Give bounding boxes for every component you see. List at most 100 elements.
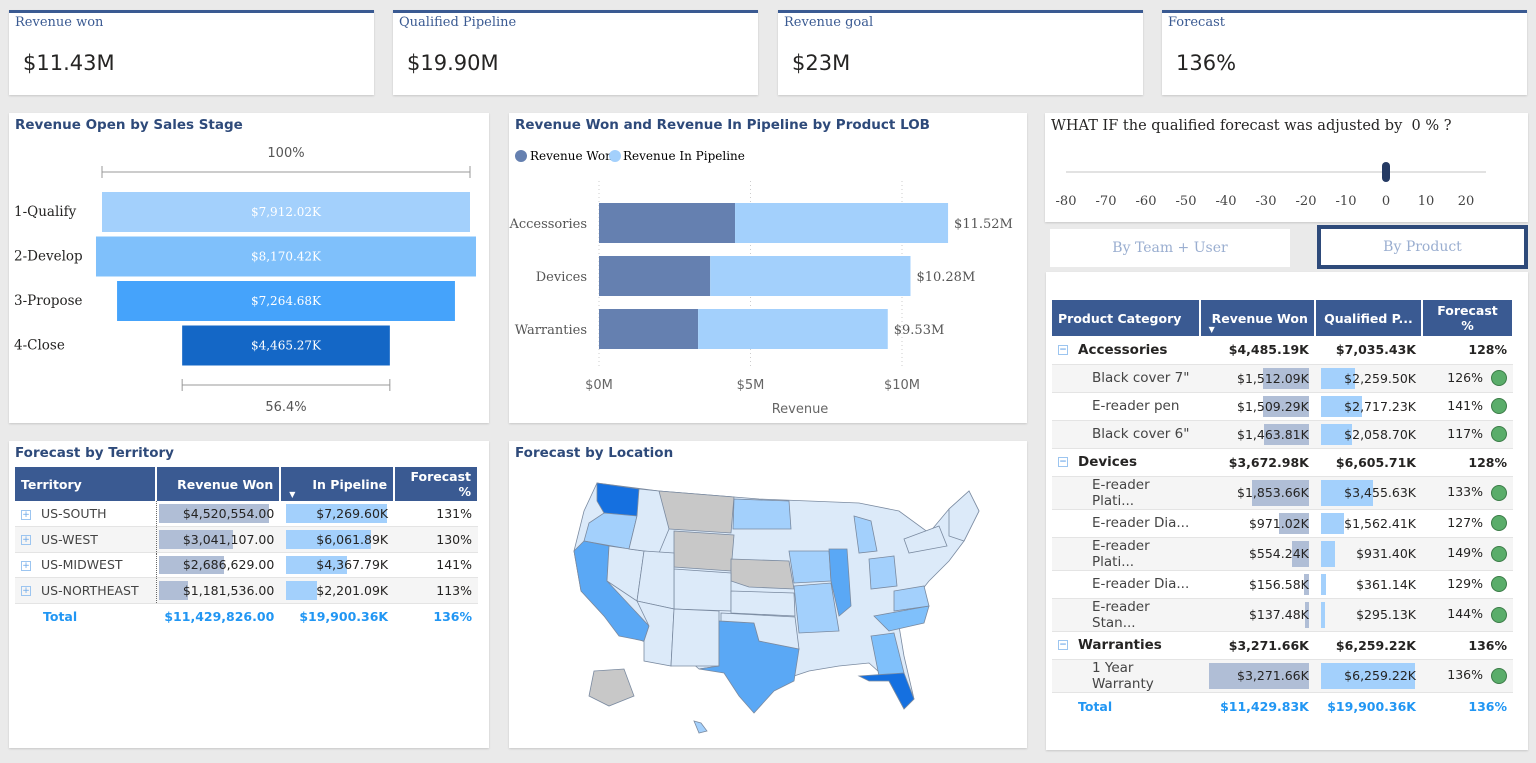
slider-tick-label: -60 (1135, 194, 1157, 209)
expand-icon[interactable]: + (21, 560, 31, 571)
by-product-button[interactable]: By Product (1317, 225, 1528, 269)
slider-tick-label: -80 (1055, 194, 1077, 209)
revenue-won-value: $1,463.81K (1237, 426, 1309, 442)
territory-row[interactable]: + US-SOUTH $4,520,554.00 $7,269.60K 131% (15, 501, 478, 527)
product-row[interactable]: Black cover 6" $1,463.81K $2,058.70K 117% (1052, 420, 1513, 449)
forecast-value: 129% (1447, 575, 1483, 591)
product-row[interactable]: E-reader Plati... $1,853.66K $3,455.63K 133… (1052, 476, 1513, 510)
whatif-panel: WHAT IF the qualified forecast was adjus… (1045, 113, 1528, 222)
collapse-icon[interactable]: − (1058, 640, 1068, 650)
collapse-icon[interactable]: − (1058, 344, 1068, 355)
territory-name: US-SOUTH (41, 506, 107, 521)
column-header[interactable]: Territory (15, 467, 158, 501)
expand-icon[interactable]: + (21, 509, 31, 520)
category-row[interactable]: − Accessories $4,485.19K $7,035.43K 128% (1052, 336, 1513, 365)
lob-title: Revenue Won and Revenue In Pipeline by P… (515, 117, 930, 133)
pipeline-value: $7,269.60K (316, 506, 389, 521)
qualified-databar (1320, 512, 1345, 534)
forecast-cell: 128% (1422, 336, 1513, 365)
territory-name: US-WEST (41, 531, 98, 547)
territory-row[interactable]: + US-MIDWEST $2,686,629.00 $4,367.79K 141% (15, 552, 478, 578)
map-panel: Forecast by Location (509, 441, 1027, 748)
product-row[interactable]: Black cover 7" $1,512.09K $2,259.50K 126% (1052, 364, 1513, 393)
category-row[interactable]: − Warranties $3,271.66K $6,259.22K 136% (1052, 631, 1513, 660)
kpi-revenue-won: Revenue won $11.43M (9, 10, 374, 95)
sort-desc-icon[interactable]: ▼ (289, 490, 296, 499)
funnel-top-label: 100% (267, 146, 304, 161)
legend-pipeline: Revenue In Pipeline (623, 149, 745, 163)
pipeline-value: $2,201.09K (316, 582, 389, 598)
product-row[interactable]: E-reader Dia... $156.58K $361.14K 129% (1052, 570, 1513, 599)
column-header[interactable]: Qualified P... (1314, 300, 1424, 336)
category-name: Accessories (1078, 341, 1168, 358)
lob-chart: Revenue Won Revenue In Pipeline $0M $5M $10M… (509, 149, 1013, 417)
territory-title: Forecast by Territory (15, 445, 174, 461)
bar-total-label: $10.28M (916, 270, 975, 285)
kpi-title: Revenue goal (784, 15, 874, 30)
column-header[interactable]: Revenue Won ▼ (1199, 300, 1316, 336)
kpi-title: Forecast (1168, 15, 1225, 30)
total-label: Total (1078, 698, 1113, 714)
forecast-cell: 128% (1422, 448, 1513, 477)
qualified-value: $2,259.50K (1344, 370, 1416, 386)
category-row[interactable]: − Devices $3,672.98K $6,605.71K 128% (1052, 448, 1513, 477)
total-won: $11,429.83K (1220, 698, 1309, 714)
product-name: Black cover 6" (1052, 420, 1200, 449)
product-name: 1 Year Warranty (1052, 659, 1200, 693)
revenue-won-cell: $4,485.19K (1199, 336, 1315, 365)
column-header[interactable]: Forecast % (1422, 300, 1514, 336)
product-name: E-reader Dia... (1052, 570, 1200, 599)
funnel-stage-label: 2-Develop (14, 249, 83, 265)
legend-pipeline-marker (609, 150, 621, 162)
slider-tick-label: -20 (1295, 194, 1317, 209)
pipeline-databar (286, 504, 388, 523)
bar-total-label: $11.52M (954, 217, 1013, 232)
qualified-databar (1320, 367, 1355, 389)
total-row: Total $11,429,826.00 $19,900.36K 136% (15, 603, 478, 629)
slider-track[interactable] (1066, 171, 1486, 173)
column-header[interactable]: Forecast % (394, 467, 479, 501)
column-header[interactable]: In Pipeline ▼ (280, 467, 396, 501)
product-row[interactable]: E-reader Plati... $554.24K $931.40K 149% (1052, 537, 1513, 571)
forecast-value: 127% (1447, 514, 1483, 530)
expand-icon[interactable]: + (21, 586, 31, 597)
product-row[interactable]: 1 Year Warranty $3,271.66K $6,259.22K 136% (1052, 659, 1513, 693)
whatif-value: 0 (1411, 118, 1421, 134)
qualified-cell: $6,259.22K (1314, 631, 1422, 660)
map-hawaii (693, 720, 708, 734)
territory-row[interactable]: + US-NORTHEAST $1,181,536.00 $2,201.09K 113% (15, 577, 478, 604)
forecast-value: 141% (394, 552, 478, 578)
total-row: Total $11,429.83K $19,900.36K 136% (1052, 692, 1513, 720)
column-header[interactable]: Product Category (1052, 300, 1201, 336)
slider-handle[interactable] (1382, 162, 1390, 182)
by-team-user-button[interactable]: By Team + User (1050, 229, 1290, 267)
slider-tick-label: -50 (1175, 194, 1197, 209)
qualified-cell: $7,035.43K (1314, 336, 1422, 365)
y-category-label: Accessories (509, 217, 587, 232)
forecast-value: 113% (394, 577, 478, 604)
x-tick-label: $5M (737, 378, 765, 393)
funnel-panel: Revenue Open by Sales Stage 100% $7,912.0… (9, 113, 489, 423)
product-row[interactable]: E-reader Stan... $137.48K $295.13K 144% (1052, 598, 1513, 632)
territory-row[interactable]: + US-WEST $3,041,107.00 $6,061.89K 130% (15, 526, 478, 553)
sort-desc-icon[interactable]: ▼ (1208, 325, 1215, 334)
forecast-cell: 136% (1422, 631, 1513, 660)
kpi-value: 136% (1176, 51, 1237, 75)
product-row[interactable]: E-reader Dia... $971.02K $1,562.41K 127% (1052, 509, 1513, 538)
revenue-won-databar (158, 555, 225, 574)
status-green-icon (1491, 398, 1507, 415)
forecast-value: 126% (1447, 369, 1483, 385)
us-map[interactable] (509, 441, 1027, 748)
territory-name: US-MIDWEST (41, 557, 123, 573)
qualified-databar (1320, 573, 1327, 595)
collapse-icon[interactable]: − (1058, 457, 1068, 467)
y-category-label: Warranties (515, 323, 587, 338)
product-name: E-reader Dia... (1052, 509, 1200, 538)
revenue-won-cell: $3,271.66K (1199, 631, 1315, 660)
category-name: Devices (1078, 454, 1137, 470)
column-header[interactable]: Revenue Won (156, 467, 282, 501)
expand-icon[interactable]: + (21, 535, 31, 546)
status-green-icon (1491, 426, 1507, 443)
qualified-value: $3,455.63K (1344, 485, 1416, 500)
product-row[interactable]: E-reader pen $1,509.29K $2,717.23K 141% (1052, 392, 1513, 421)
